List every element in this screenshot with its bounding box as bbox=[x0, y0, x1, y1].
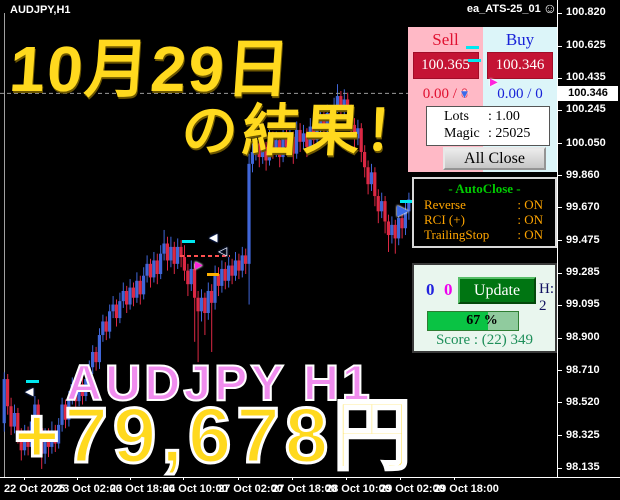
reverse-value: : ON bbox=[517, 197, 543, 212]
headline-result-text: の結果！ bbox=[179, 99, 428, 162]
price-tick-label: 98.710 bbox=[566, 363, 600, 376]
buy-count: 0 bbox=[426, 280, 435, 299]
overlay-profit-text: +79,678円 bbox=[12, 391, 417, 480]
progress-fill bbox=[428, 312, 489, 330]
time-tick-mark bbox=[77, 477, 78, 480]
buy-stats: 0.00 / 0 bbox=[497, 86, 543, 102]
ea-name-label: ea_ATS-25_01 bbox=[466, 2, 541, 15]
trailingstop-value: : ON bbox=[517, 227, 543, 242]
reverse-label: Reverse bbox=[424, 197, 466, 212]
sell-count: 0 bbox=[444, 280, 453, 299]
lots-label: Lots bbox=[444, 109, 469, 124]
price-tick-label: 100.820 bbox=[566, 6, 606, 18]
progress-percent-label: 67 % bbox=[466, 313, 498, 328]
price-tick-mark bbox=[558, 304, 562, 306]
time-axis-label: 27 Oct 18:00 bbox=[272, 483, 337, 495]
price-tick-label: 100.245 bbox=[566, 103, 606, 116]
autoclose-row-trailingstop: TrailingStop : ON bbox=[414, 227, 555, 242]
buy-section: Buy 100.346 0.00 / 0 bbox=[483, 27, 557, 172]
h-count-label: H: 2 bbox=[539, 281, 554, 314]
all-close-button[interactable]: All Close bbox=[443, 147, 546, 170]
rci-label: RCI (+) bbox=[424, 212, 465, 227]
price-tick-label: 98.900 bbox=[566, 331, 600, 344]
update-row: 0 0 Update H: 2 bbox=[414, 277, 555, 314]
sell-stats: 0.00 / 0 bbox=[422, 86, 469, 102]
rci-value: : ON bbox=[517, 212, 543, 227]
price-tick-mark bbox=[558, 467, 562, 469]
price-tick-label: 98.325 bbox=[566, 428, 600, 441]
price-tick-label: 100.625 bbox=[566, 39, 606, 52]
time-tick-mark bbox=[346, 477, 347, 480]
price-tick-mark bbox=[558, 240, 562, 242]
price-tick-label: 100.050 bbox=[566, 136, 606, 149]
price-tick-mark bbox=[558, 207, 562, 209]
current-price-box: 100.346 bbox=[558, 85, 618, 101]
update-panel: 0 0 Update H: 2 67 % Score : (22) 349 bbox=[412, 263, 557, 353]
time-axis-label: 24 Oct 10:00 bbox=[163, 483, 228, 495]
price-tick-label: 99.285 bbox=[566, 266, 600, 279]
price-tick-mark bbox=[558, 109, 562, 111]
time-axis-label: 29 Oct 02:00 bbox=[380, 483, 445, 495]
time-axis[interactable]: 22 Oct 2025 23 Oct 02:00 23 Oct 18:00 24 Oc… bbox=[0, 477, 620, 500]
magic-value: : 25025 bbox=[488, 126, 531, 141]
update-button[interactable]: Update bbox=[458, 277, 536, 304]
price-tick-label: 99.475 bbox=[566, 233, 600, 246]
price-axis[interactable]: 100.346 100.820 100.625 100.435 100.245 100.… bbox=[557, 0, 620, 477]
autoclose-panel: - AutoClose - Reverse : ON RCI (+) : ON … bbox=[412, 177, 557, 248]
price-tick-mark bbox=[558, 402, 562, 404]
autoclose-title: - AutoClose - bbox=[448, 181, 521, 196]
progress-bar: 67 % bbox=[427, 311, 519, 331]
price-tick-label: 99.860 bbox=[566, 168, 600, 181]
sell-section: Sell 100.365 0.00 / 0 bbox=[408, 27, 483, 172]
time-axis-label: 28 Oct 10:00 bbox=[326, 483, 391, 495]
time-axis-label: 23 Oct 18:00 bbox=[110, 483, 175, 495]
price-tick-mark bbox=[558, 370, 562, 372]
lots-value: : 1.00 bbox=[488, 109, 520, 124]
time-axis-label: 23 Oct 02:00 bbox=[57, 483, 122, 495]
sell-price-button[interactable]: 100.365 bbox=[412, 52, 479, 79]
price-tick-mark bbox=[558, 45, 562, 47]
time-tick-mark bbox=[454, 477, 455, 480]
price-tick-label: 98.520 bbox=[566, 395, 600, 408]
price-tick-mark bbox=[558, 77, 562, 79]
price-tick-label: 98.135 bbox=[566, 461, 600, 474]
lots-row: Lots : 1.00 bbox=[427, 108, 549, 125]
price-tick-mark bbox=[558, 435, 562, 437]
buy-label: Buy bbox=[505, 30, 535, 49]
time-tick-mark bbox=[400, 477, 401, 480]
price-tick-mark bbox=[558, 337, 562, 339]
price-tick-mark bbox=[558, 175, 562, 177]
price-tick-mark bbox=[558, 12, 562, 14]
sell-label: Sell bbox=[432, 30, 459, 49]
price-tick-mark bbox=[558, 272, 562, 274]
trailingstop-label: TrailingStop bbox=[424, 227, 490, 242]
time-tick-mark bbox=[183, 477, 184, 480]
time-axis-label: 22 Oct 2025 bbox=[4, 483, 66, 495]
overlay-symbol-text: AUDJPY H1 bbox=[65, 354, 373, 412]
price-tick-mark bbox=[558, 143, 562, 144]
time-tick-mark bbox=[238, 477, 239, 480]
price-tick-label: 99.670 bbox=[566, 200, 600, 213]
time-tick-mark bbox=[130, 477, 131, 480]
buy-price-button[interactable]: 100.346 bbox=[487, 52, 553, 79]
time-tick-mark bbox=[24, 477, 25, 480]
price-tick-label: 99.095 bbox=[566, 298, 600, 311]
magic-label: Magic bbox=[444, 126, 480, 141]
ea-title: ea_ATS-25_01 ☺ bbox=[466, 0, 557, 16]
autoclose-row-reverse: Reverse : ON bbox=[414, 197, 555, 212]
price-tick-label: 100.435 bbox=[566, 71, 606, 84]
time-tick-mark bbox=[292, 477, 293, 480]
lots-magic-box: Lots : 1.00 Magic : 25025 bbox=[426, 106, 550, 146]
chart-symbol-title: AUDJPY,H1 bbox=[10, 4, 71, 16]
magic-row: Magic : 25025 bbox=[427, 125, 549, 142]
ea-smiley-icon[interactable]: ☺ bbox=[542, 0, 557, 16]
trade-panel: Sell 100.365 0.00 / 0 Buy 100.346 0.00 /… bbox=[408, 27, 557, 172]
autoclose-row-rci: RCI (+) : ON bbox=[414, 212, 555, 227]
score-label: Score : (22) 349 bbox=[435, 332, 534, 348]
time-axis-label: 29 Oct 18:00 bbox=[434, 483, 499, 495]
time-axis-label: 27 Oct 02:00 bbox=[218, 483, 283, 495]
